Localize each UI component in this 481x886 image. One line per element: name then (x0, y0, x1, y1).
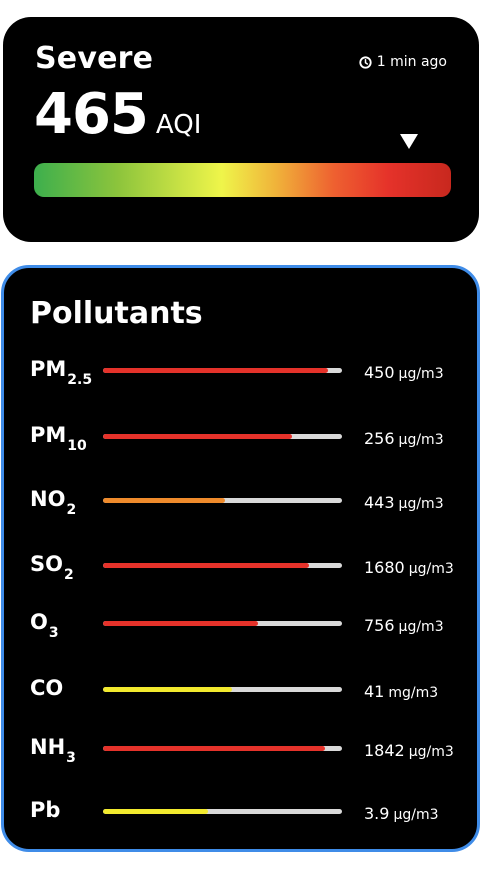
pollutant-value: 41 mg/m3 (364, 682, 439, 701)
pollutant-level-bar (103, 498, 342, 503)
pollutant-row-nh3: NH3 1842 μg/m3 (4, 735, 477, 775)
aqi-unit: AQI (155, 110, 202, 140)
pollutant-value: 256 μg/m3 (364, 429, 444, 448)
pollutant-level-bar (103, 809, 342, 814)
pollutant-value: 1842 μg/m3 (364, 741, 454, 760)
pollutant-name: O3 (30, 610, 59, 641)
pollutant-row-pb: Pb 3.9 μg/m3 (4, 798, 477, 838)
pollutant-level-fill (103, 498, 225, 503)
pollutant-level-fill (103, 368, 328, 373)
pollutant-level-fill (103, 563, 309, 568)
pollutant-level-fill (103, 434, 292, 439)
pollutant-level-bar (103, 368, 342, 373)
pollutant-value: 3.9 μg/m3 (364, 804, 439, 823)
pollutant-level-bar (103, 563, 342, 568)
aqi-card: Severe 1 min ago 465 AQI (3, 17, 479, 242)
aqi-reading: 465 AQI (34, 87, 201, 143)
pollutant-level-bar (103, 434, 342, 439)
aqi-scale-bar (34, 163, 451, 197)
pollutant-name: PM2.5 (30, 357, 93, 388)
pollutant-name: SO2 (30, 552, 74, 583)
pollutant-row-pm10: PM10 256 μg/m3 (4, 423, 477, 463)
pollutant-level-bar (103, 687, 342, 692)
aqi-status: Severe (35, 41, 154, 76)
pollutant-value: 450 μg/m3 (364, 363, 444, 382)
clock-icon (359, 55, 372, 69)
pollutant-row-co: CO 41 mg/m3 (4, 676, 477, 716)
last-updated: 1 min ago (359, 55, 447, 69)
pollutant-row-no2: NO2 443 μg/m3 (4, 487, 477, 527)
pollutant-value: 1680 μg/m3 (364, 558, 454, 577)
triangle-down-icon (400, 134, 418, 149)
pollutant-name: NH3 (30, 735, 76, 766)
pollutant-name: NO2 (30, 487, 77, 518)
pollutants-title: Pollutants (30, 296, 203, 331)
pollutant-value: 756 μg/m3 (364, 616, 444, 635)
pollutant-row-pm25: PM2.5 450 μg/m3 (4, 357, 477, 397)
last-updated-text: 1 min ago (376, 54, 447, 70)
pollutant-row-so2: SO2 1680 μg/m3 (4, 552, 477, 592)
pollutant-level-bar (103, 621, 342, 626)
pollutant-level-fill (103, 687, 233, 692)
aqi-value: 465 (34, 82, 149, 147)
pollutant-row-o3: O3 756 μg/m3 (4, 610, 477, 650)
pollutant-name: CO (30, 676, 64, 700)
pollutant-level-fill (103, 746, 326, 751)
pollutant-level-fill (103, 621, 259, 626)
pollutant-level-bar (103, 746, 342, 751)
pollutant-name: Pb (30, 798, 61, 822)
pollutant-level-fill (103, 809, 209, 814)
pollutant-name: PM10 (30, 423, 87, 454)
pollutants-card: Pollutants PM2.5 450 μg/m3 PM10 256 μg/m3 … (1, 265, 480, 852)
pollutant-value: 443 μg/m3 (364, 493, 444, 512)
